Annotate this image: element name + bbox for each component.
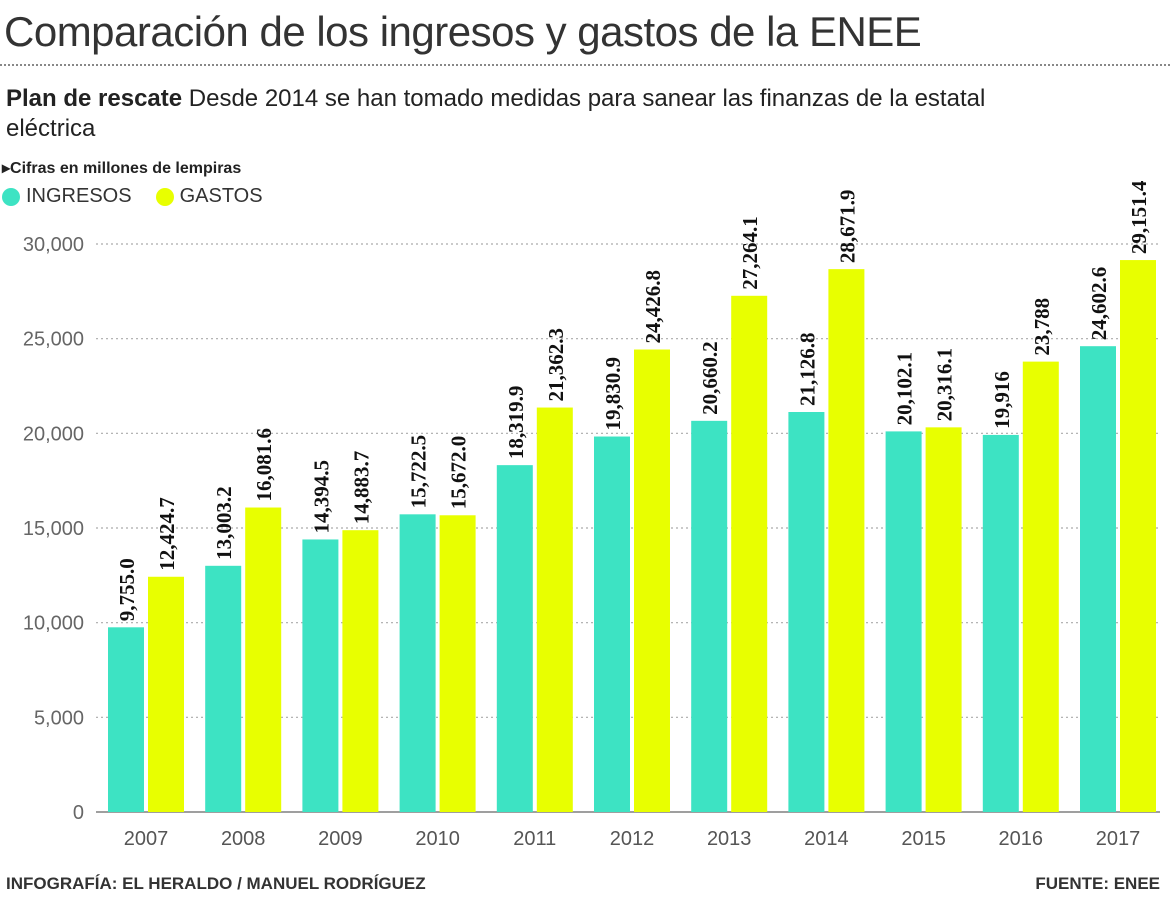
bar-ingresos	[594, 436, 630, 812]
data-label: 16,081.6	[252, 428, 276, 502]
data-label: 15,722.5	[407, 435, 431, 509]
x-tick-label: 2014	[804, 828, 849, 850]
unit-note: ▸Cifras en millones de lempiras	[2, 160, 242, 177]
data-label: 20,102.1	[893, 352, 917, 426]
x-tick-label: 2012	[610, 828, 655, 850]
y-tick-label: 0	[73, 802, 84, 824]
y-tick-label: 10,000	[23, 613, 84, 635]
data-label: 24,602.6	[1087, 267, 1111, 341]
legend-label-gastos: GASTOS	[179, 185, 263, 207]
data-label: 14,883.7	[349, 451, 373, 525]
data-label: 19,916	[990, 371, 1014, 429]
data-label: 27,264.1	[738, 216, 762, 290]
bar-ingresos	[205, 565, 242, 812]
bar-ingresos	[108, 627, 144, 812]
y-tick-label: 5,000	[34, 707, 84, 729]
bar-ingresos	[302, 539, 339, 812]
title-divider	[0, 64, 1170, 66]
y-tick-label: 20,000	[23, 423, 84, 445]
bar-gastos	[1120, 260, 1156, 812]
legend-swatch-ingresos	[2, 187, 20, 206]
x-tick-label: 2017	[1096, 828, 1141, 850]
data-label: 23,788	[1030, 298, 1054, 356]
bar-gastos	[342, 530, 379, 812]
bar-ingresos	[691, 420, 728, 812]
credit: INFOGRAFÍA: EL HERALDO / MANUEL RODRÍGUE…	[6, 874, 426, 893]
legend-gastos: GASTOS	[155, 185, 263, 208]
x-tick-label: 2011	[513, 828, 556, 850]
y-tick-label: 30,000	[23, 234, 84, 256]
data-label: 15,672.0	[447, 436, 471, 509]
data-label: 29,151.4	[1127, 180, 1151, 254]
bar-gastos	[634, 349, 670, 812]
bar-ingresos	[496, 465, 533, 812]
x-tick-label: 2013	[707, 828, 752, 850]
bar-gastos	[245, 507, 282, 812]
legend: INGRESOS GASTOS	[2, 185, 263, 208]
bar-ingresos	[788, 411, 825, 812]
legend-label-ingresos: INGRESOS	[26, 185, 132, 207]
bar-ingresos	[982, 434, 1019, 812]
bar-gastos	[925, 427, 962, 812]
legend-ingresos: INGRESOS	[2, 185, 132, 208]
legend-swatch-gastos	[155, 187, 174, 206]
x-tick-label: 2007	[124, 828, 169, 850]
subtitle-text: Desde 2014 se han tomado medidas para sa…	[6, 85, 986, 142]
bar-ingresos	[399, 514, 436, 812]
source: FUENTE: ENEE	[1035, 874, 1160, 893]
bar-gastos	[439, 515, 476, 812]
bar-gastos	[536, 407, 573, 812]
x-tick-label: 2009	[318, 828, 363, 850]
bar-ingresos	[1080, 346, 1116, 812]
data-label: 20,316.1	[933, 348, 957, 422]
chart-subtitle: Plan de rescate Desde 2014 se han tomado…	[6, 84, 986, 144]
data-label: 12,424.7	[155, 497, 179, 571]
bar-gastos	[1022, 361, 1059, 812]
unit-note-text: Cifras en millones de lempiras	[10, 160, 242, 177]
data-label: 24,426.8	[641, 270, 665, 344]
bar-gastos	[148, 576, 184, 812]
data-label: 19,830.9	[601, 357, 625, 431]
x-tick-label: 2015	[901, 828, 946, 850]
chart-title: Comparación de los ingresos y gastos de …	[4, 8, 922, 55]
y-tick-label: 15,000	[23, 518, 84, 540]
data-label: 13,003.2	[212, 486, 236, 560]
x-tick-label: 2010	[415, 828, 460, 850]
subtitle-bold: Plan de rescate	[6, 85, 183, 112]
data-label: 20,660.2	[698, 341, 722, 415]
data-label: 14,394.5	[309, 460, 333, 534]
data-label: 9,755.0	[115, 558, 139, 621]
data-label: 21,126.8	[795, 332, 819, 406]
x-tick-label: 2016	[999, 828, 1044, 850]
y-tick-label: 25,000	[23, 329, 84, 351]
bar-ingresos	[885, 431, 922, 812]
bar-gastos	[828, 269, 865, 812]
bar-gastos	[731, 295, 768, 813]
data-label: 18,319.9	[504, 386, 528, 460]
data-label: 21,362.3	[544, 328, 568, 402]
data-label: 28,671.9	[835, 190, 859, 264]
x-tick-label: 2008	[221, 828, 266, 850]
